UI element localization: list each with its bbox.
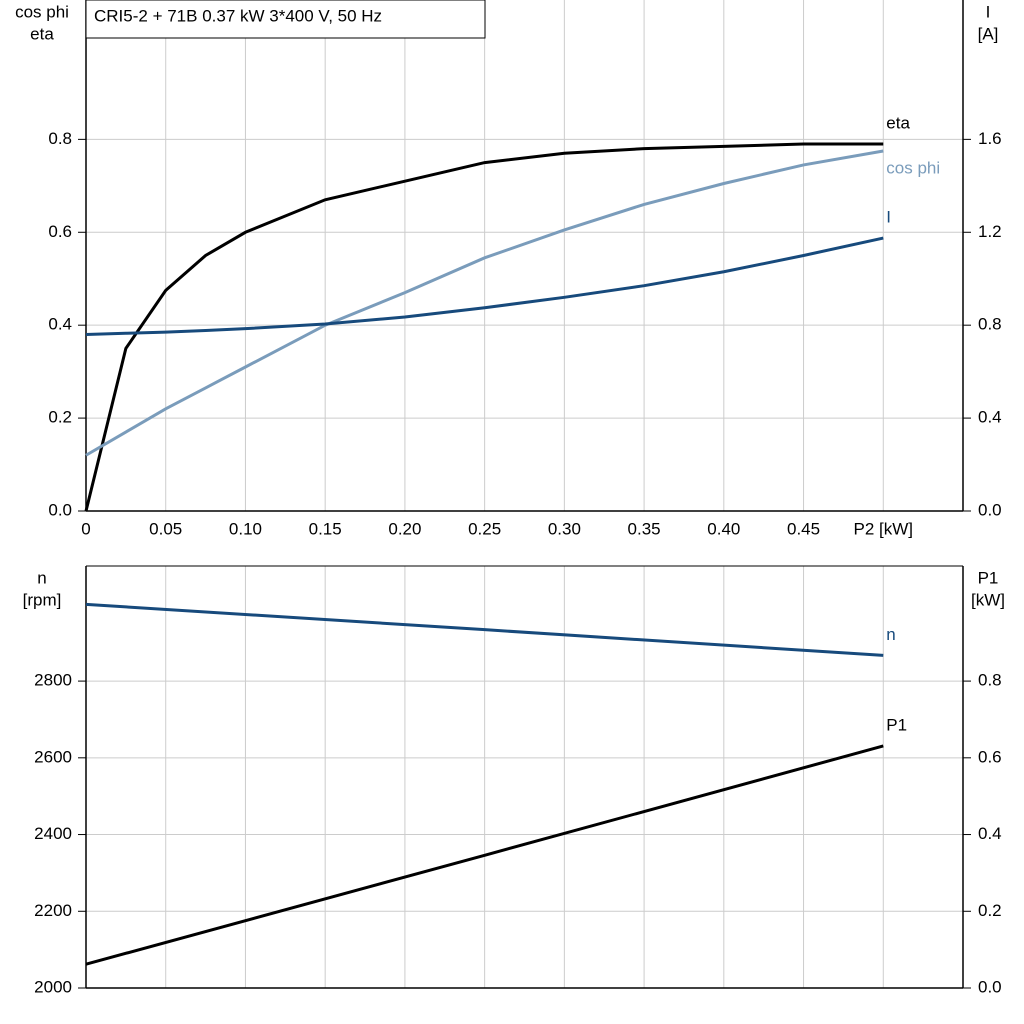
x-tick-label: 0 [81, 519, 90, 538]
y2-tick-label: 0.4 [978, 824, 1002, 843]
series-line [85, 602, 884, 657]
y-tick-label: 2000 [34, 977, 72, 996]
title-box [85, 0, 486, 39]
y2-tick-label: 0.8 [978, 315, 1002, 334]
x-tick-label: 0.30 [548, 519, 581, 538]
y-tick-label: 0.6 [48, 222, 72, 241]
y-tick-label: 2800 [34, 671, 72, 690]
x-tick-label: 0.20 [388, 519, 421, 538]
y2-axis-label: [kW] [971, 590, 1005, 609]
y-axis-label: [rpm] [23, 590, 62, 609]
y2-tick-label: 0.2 [978, 901, 1002, 920]
y2-axis-label: [A] [978, 24, 999, 43]
x-tick-label: P2 [kW] [854, 519, 914, 538]
y-tick-label: 0.0 [48, 500, 72, 519]
y-tick-label: 2600 [34, 747, 72, 766]
x-tick-label: 0.15 [309, 519, 342, 538]
y2-tick-label: 1.2 [978, 222, 1002, 241]
y2-tick-label: 0.0 [978, 977, 1002, 996]
y2-tick-label: 0.8 [978, 671, 1002, 690]
y2-tick-label: 1.6 [978, 129, 1002, 148]
chart-title: CRI5-2 + 71B 0.37 kW 3*400 V, 50 Hz [94, 6, 382, 25]
y-axis-label: eta [30, 24, 54, 43]
y-tick-label: 0.2 [48, 408, 72, 427]
series-line [85, 236, 884, 336]
x-tick-label: 0.05 [149, 519, 182, 538]
y2-axis-label: P1 [978, 568, 999, 587]
series-line [85, 149, 884, 457]
x-tick-label: 0.25 [468, 519, 501, 538]
y-tick-label: 0.4 [48, 315, 72, 334]
y-axis-label: n [37, 568, 46, 587]
y-tick-label: 2200 [34, 901, 72, 920]
series-label: P1 [886, 715, 907, 734]
y-axis-label: cos phi [15, 2, 69, 21]
y2-tick-label: 0.4 [978, 408, 1002, 427]
x-tick-label: 0.35 [628, 519, 661, 538]
x-tick-label: 0.10 [229, 519, 262, 538]
series-line [84, 142, 884, 512]
y2-axis-label: I [986, 2, 991, 21]
series-label: eta [886, 113, 910, 132]
x-tick-label: 0.45 [787, 519, 820, 538]
x-tick-label: 0.40 [707, 519, 740, 538]
series-label: cos phi [886, 158, 940, 177]
y-tick-label: 0.8 [48, 129, 72, 148]
series-label: n [886, 625, 895, 644]
series-label: I [886, 208, 891, 227]
y2-tick-label: 0.0 [978, 500, 1002, 519]
y2-tick-label: 0.6 [978, 747, 1002, 766]
series-line [85, 744, 884, 966]
y-tick-label: 2400 [34, 824, 72, 843]
